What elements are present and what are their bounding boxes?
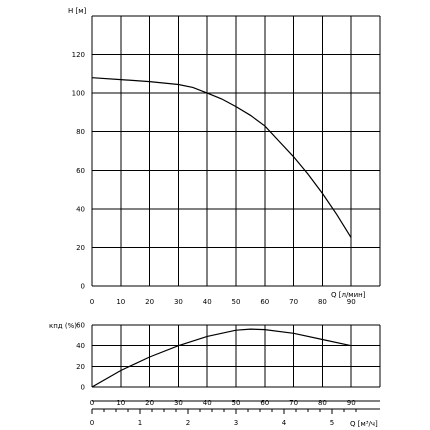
head-x-tick-label: 70	[289, 298, 298, 306]
head-y-tick-label: 60	[76, 167, 85, 175]
efficiency-x-tick-label: 10	[116, 399, 125, 407]
efficiency-x-tick-label: 20	[145, 399, 154, 407]
efficiency-x-tick-label: 40	[203, 399, 212, 407]
head-curve	[91, 77, 352, 239]
head-x-tick-label: 10	[116, 298, 125, 306]
head-x-tick-label: 20	[145, 298, 154, 306]
head-x-tick-label: 60	[260, 298, 269, 306]
efficiency-y-tick-label: 40	[76, 342, 85, 350]
flow-m3h-axis: 0 1 2 3 4 5	[90, 400, 380, 427]
efficiency-x-tick-label: 50	[232, 399, 241, 407]
head-y-tick-label: 40	[76, 205, 85, 213]
head-y-tick-label: 100	[72, 90, 85, 98]
efficiency-y-tick-label: 20	[76, 363, 85, 371]
head-x-tick-label: 40	[203, 298, 212, 306]
efficiency-x-tick-label: 70	[289, 399, 298, 407]
efficiency-x-tick-label: 0	[90, 399, 94, 407]
flow-m3h-axis-title: Q [м³/ч]	[350, 420, 378, 428]
head-x-tick-label: 0	[90, 298, 94, 306]
flow-m3h-tick-label: 1	[138, 419, 142, 427]
efficiency-x-tick-label: 30	[174, 399, 183, 407]
flow-m3h-tick-label: 5	[330, 419, 334, 427]
head-x-tick-label: 50	[232, 298, 241, 306]
flow-m3h-tick-label: 0	[90, 419, 94, 427]
efficiency-y-axis-title: кпд (%)	[49, 322, 77, 330]
head-y-tick-label: 80	[76, 128, 85, 136]
head-y-tick-label: 0	[81, 283, 85, 291]
flow-m3h-tick-label: 2	[186, 419, 190, 427]
head-y-tick-label: 20	[76, 244, 85, 252]
efficiency-chart: 0 20 40 60 0 10 20 30 40 50 60 70 80 90	[76, 322, 381, 407]
efficiency-x-tick-label: 80	[318, 399, 327, 407]
head-y-tick-label: 120	[72, 51, 85, 59]
efficiency-y-tick-label: 60	[76, 322, 85, 330]
head-x-tick-label: 80	[318, 298, 327, 306]
head-x-tick-label: 30	[174, 298, 183, 306]
efficiency-x-tick-label: 90	[347, 399, 356, 407]
efficiency-curve	[91, 328, 352, 388]
flow-m3h-tick-label: 4	[282, 419, 287, 427]
flow-m3h-tick-label: 3	[234, 419, 238, 427]
head-x-axis-title: Q [л/мин]	[331, 291, 366, 299]
head-y-axis-title: H [м]	[68, 7, 87, 15]
efficiency-y-tick-label: 0	[81, 384, 85, 392]
head-chart: 0 20 40 60 80 100 120 0 10 20 30 40 50 60 70 80 90	[72, 15, 381, 306]
head-x-tick-label: 90	[347, 298, 356, 306]
efficiency-x-tick-label: 60	[260, 399, 269, 407]
